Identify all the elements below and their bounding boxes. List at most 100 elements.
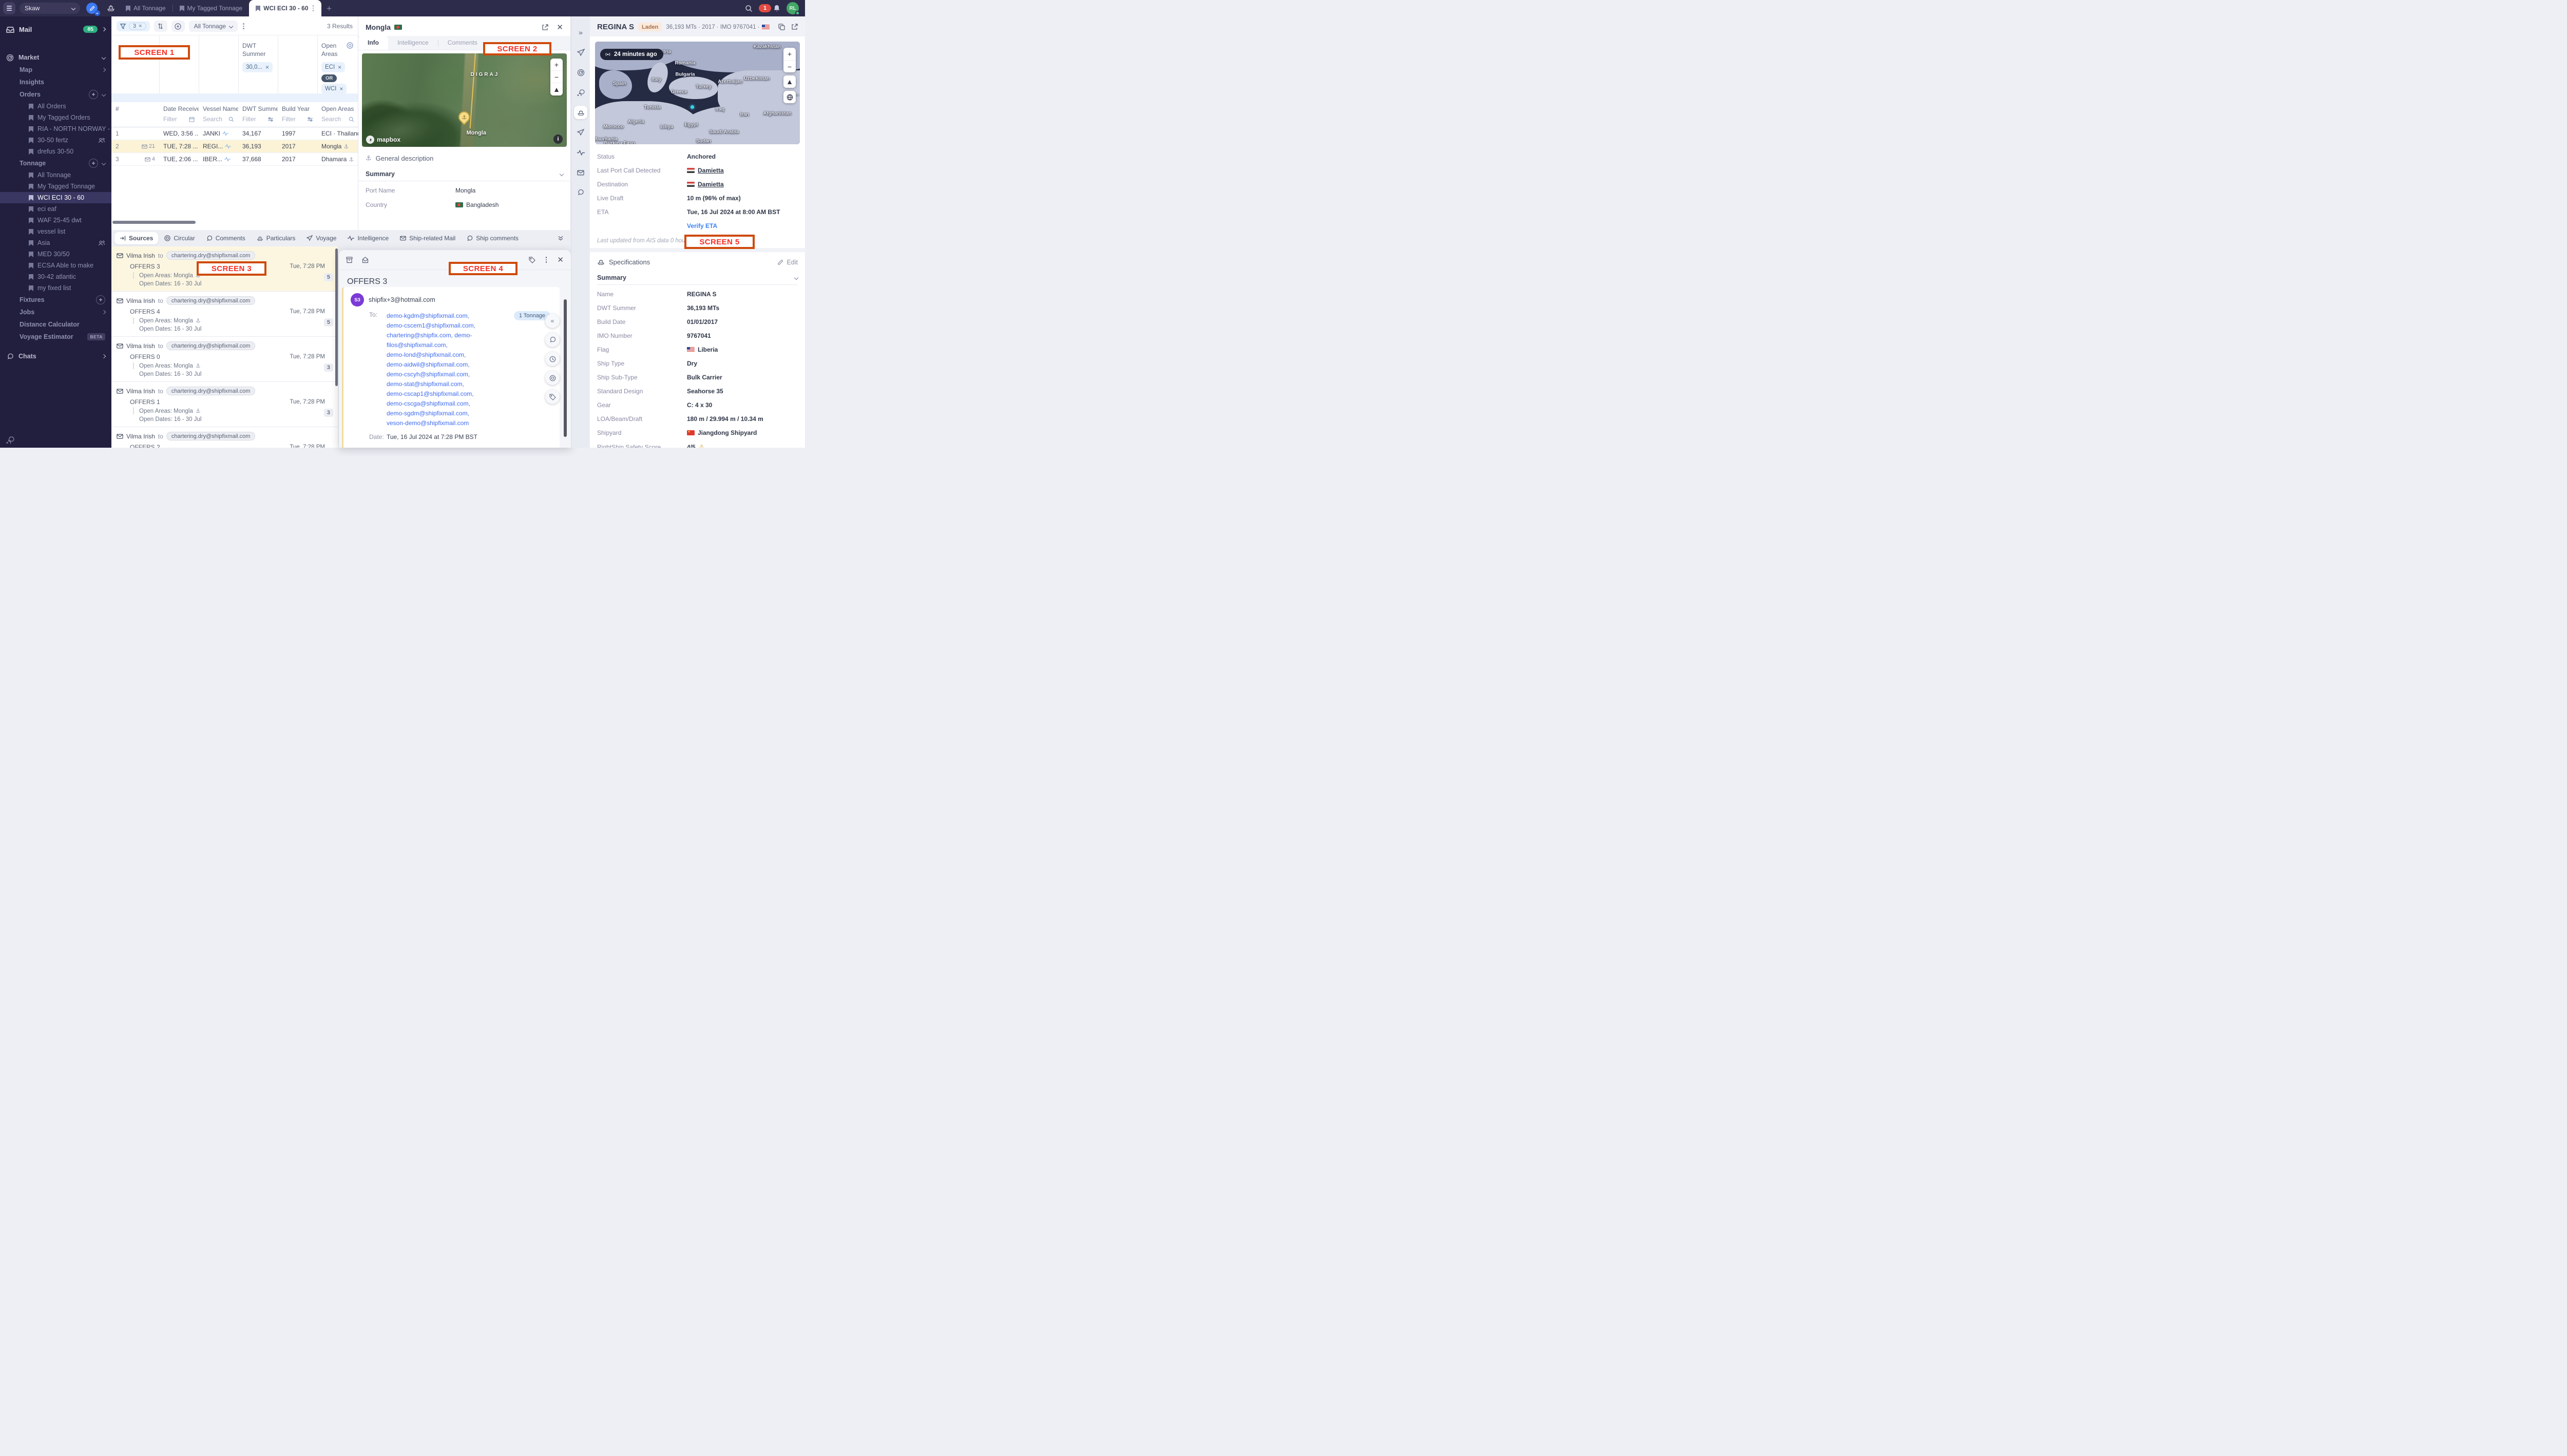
recipient-chip[interactable]: chartering.dry@shipfixmail.com bbox=[166, 387, 256, 395]
close-icon[interactable]: ✕ bbox=[557, 23, 563, 32]
sidebar-item-tonnage[interactable]: Tonnage + bbox=[0, 157, 111, 169]
send-plane-icon[interactable] bbox=[574, 46, 587, 59]
sidebar-item-vessel-list[interactable]: vessel list bbox=[0, 226, 111, 237]
recipient-chip[interactable]: chartering.dry@shipfixmail.com bbox=[166, 296, 256, 305]
table-row[interactable]: 1 WED, 3:56 ... JANKI 34,167 1997 ECI · … bbox=[111, 127, 358, 140]
port-link[interactable]: Damietta bbox=[687, 181, 724, 188]
user-avatar[interactable]: RL bbox=[787, 2, 800, 15]
ais-pulse-icon[interactable] bbox=[224, 157, 231, 162]
year-filter-input[interactable]: Filter bbox=[278, 114, 317, 127]
hamburger-menu-icon[interactable] bbox=[3, 2, 15, 14]
tab-sources[interactable]: Sources bbox=[114, 232, 159, 244]
tab-ship-comments[interactable]: Ship comments bbox=[462, 232, 524, 244]
vessel-position-map[interactable]: FranceAustriaRomaniaBulgariaSpainItalyGr… bbox=[595, 42, 800, 144]
tab-voyage[interactable]: Voyage bbox=[301, 232, 341, 244]
tag-icon[interactable] bbox=[529, 256, 535, 263]
sidebar-item-insights[interactable]: Insights bbox=[20, 79, 44, 86]
feedback-chat-icon[interactable] bbox=[6, 436, 14, 444]
sidebar-item-distance-calculator[interactable]: Distance Calculator bbox=[20, 321, 80, 328]
recipient-link[interactable]: demo-lond@shipfixmail.com, bbox=[387, 351, 466, 358]
voyage-plane-icon[interactable] bbox=[574, 126, 587, 139]
add-tonnage-list-button[interactable]: + bbox=[89, 159, 98, 168]
source-item[interactable]: Vilma Irish to chartering.dry@shipfixmail… bbox=[111, 382, 338, 427]
port-summary-header[interactable]: Summary bbox=[358, 165, 570, 181]
workspace-selector[interactable]: Skaw bbox=[20, 3, 80, 14]
tab-all-tonnage[interactable]: All Tonnage bbox=[119, 0, 173, 16]
anchor-icon[interactable]: ⚓ bbox=[349, 156, 354, 163]
expand-double-chevron-icon[interactable]: » bbox=[579, 28, 583, 36]
source-item[interactable]: Vilma Irish to chartering.dry@shipfixmail… bbox=[111, 427, 338, 448]
sidebar-item-market[interactable]: Market bbox=[0, 51, 111, 64]
map-info-icon[interactable]: i bbox=[553, 135, 563, 144]
vessel-position-dot[interactable] bbox=[690, 105, 694, 109]
add-tab-button[interactable]: + bbox=[327, 3, 332, 13]
sidebar-item-ria-north-norway[interactable]: RIA - NORTH NORWAY - 2... bbox=[0, 123, 111, 135]
clear-filters-icon[interactable]: × bbox=[139, 23, 142, 29]
email-options-kebab-icon[interactable] bbox=[545, 256, 548, 264]
dwt-filter-input[interactable]: Filter bbox=[238, 114, 278, 127]
sidebar-item-my-tagged-orders[interactable]: My Tagged Orders bbox=[0, 112, 111, 123]
collapse-left-button[interactable]: « bbox=[545, 314, 560, 328]
source-item[interactable]: Vilma Irish to chartering.dry@shipfixmail… bbox=[111, 292, 338, 337]
open-external-icon[interactable] bbox=[542, 24, 549, 31]
sidebar-item-waf-25-45-dwt[interactable]: WAF 25-45 dwt bbox=[0, 215, 111, 226]
dwt-filter-chip[interactable]: 30,0... × bbox=[242, 62, 273, 72]
zoom-in-button[interactable]: + bbox=[550, 59, 563, 71]
compose-pencil-button[interactable] bbox=[86, 3, 100, 16]
search-icon[interactable] bbox=[745, 5, 753, 12]
recipient-link[interactable]: demo-cscga@shipfixmail.com, bbox=[387, 400, 470, 407]
tab-options-kebab-icon[interactable] bbox=[312, 4, 315, 12]
filters-chip[interactable]: 3 × bbox=[117, 21, 150, 31]
globe-layers-button[interactable] bbox=[783, 91, 796, 103]
tab-comments[interactable]: Comments bbox=[447, 39, 477, 46]
sidebar-item-med-30-50[interactable]: MED 30/50 bbox=[0, 248, 111, 260]
port-satellite-map[interactable]: DIGRAJ ⚓ Mongla + − ▲ ◑ mapbox i bbox=[362, 53, 567, 147]
ship-mail-icon[interactable] bbox=[574, 166, 587, 179]
sidebar-item-all-orders[interactable]: All Orders bbox=[0, 101, 111, 112]
remove-filter-icon[interactable]: × bbox=[339, 85, 343, 92]
table-row-selected[interactable]: 2 21 TUE, 7:28 ... REGI... 36,193 2017 M… bbox=[111, 140, 358, 153]
open-areas-search-input[interactable]: Search bbox=[317, 114, 358, 127]
compass-button[interactable]: ▲ bbox=[550, 83, 563, 95]
recipient-link[interactable]: demo-kgdm@shipfixmail.com, bbox=[387, 312, 469, 319]
sidebar-item-30-50-fertz[interactable]: 30-50 fertz bbox=[0, 135, 111, 146]
recipient-link[interactable]: demo-cscem1@shipfixmail.com, bbox=[387, 322, 475, 329]
recipient-link[interactable]: demo-aidwil@shipfixmail.com, bbox=[387, 361, 470, 368]
recipient-link[interactable]: demo-cscap1@shipfixmail.com, bbox=[387, 390, 474, 397]
sidebar-item-orders[interactable]: Orders + bbox=[0, 88, 111, 101]
vertical-scrollbar[interactable] bbox=[335, 248, 338, 386]
sort-button[interactable] bbox=[154, 21, 167, 32]
mark-unread-icon[interactable] bbox=[362, 256, 369, 263]
recipient-chip[interactable]: chartering.dry@shipfixmail.com bbox=[166, 341, 256, 350]
compass-button[interactable]: ▲ bbox=[783, 75, 796, 88]
tab-comments[interactable]: Comments bbox=[201, 232, 251, 244]
tab-ship-related-mail[interactable]: Ship-related Mail bbox=[395, 232, 461, 244]
circular-fab[interactable] bbox=[545, 371, 560, 385]
vertical-scrollbar[interactable] bbox=[564, 299, 567, 437]
recipient-link[interactable]: demo-sgdm@shipfixmail.com, bbox=[387, 410, 469, 417]
sidebar-item-voyage-estimator[interactable]: Voyage Estimator BETA bbox=[0, 331, 111, 343]
add-row-button[interactable] bbox=[171, 21, 185, 32]
sidebar-item-wci-eci-30-60[interactable]: WCI ECI 30 - 60 bbox=[0, 192, 111, 203]
sidebar-item-ecsa-able-to-make[interactable]: ECSA Able to make bbox=[0, 260, 111, 271]
open-areas-target-icon[interactable] bbox=[347, 42, 353, 49]
sidebar-item-my-fixed-list[interactable]: my fixed list bbox=[0, 282, 111, 294]
remove-filter-icon[interactable]: × bbox=[265, 64, 269, 71]
tab-particulars[interactable]: Particulars bbox=[252, 232, 301, 244]
sender-address[interactable]: shipfix+3@hotmail.com bbox=[369, 296, 435, 303]
sidebar-item-all-tonnage[interactable]: All Tonnage bbox=[0, 169, 111, 181]
copy-icon[interactable] bbox=[778, 24, 785, 30]
view-selector-dropdown[interactable]: All Tonnage bbox=[188, 21, 238, 32]
intelligence-pulse-icon[interactable] bbox=[574, 146, 587, 159]
sidebar-item-map[interactable]: Map bbox=[0, 64, 111, 76]
sidebar-item-asia[interactable]: Asia bbox=[0, 237, 111, 248]
tonnage-count-chip[interactable]: 1 Tonnage bbox=[513, 311, 550, 320]
table-options-kebab-icon[interactable] bbox=[242, 22, 245, 30]
sidebar-item-eci-eaf[interactable]: eci eaf bbox=[0, 203, 111, 215]
sidebar-item-my-tagged-tonnage[interactable]: My Tagged Tonnage bbox=[0, 181, 111, 192]
sidebar-item-chats[interactable]: Chats bbox=[0, 350, 111, 362]
zoom-out-button[interactable]: − bbox=[783, 60, 796, 72]
collapse-double-chevron-icon[interactable] bbox=[558, 235, 568, 241]
tab-my-tagged-tonnage[interactable]: My Tagged Tonnage bbox=[173, 0, 250, 16]
wci-filter-chip[interactable]: WCI × bbox=[321, 84, 347, 94]
